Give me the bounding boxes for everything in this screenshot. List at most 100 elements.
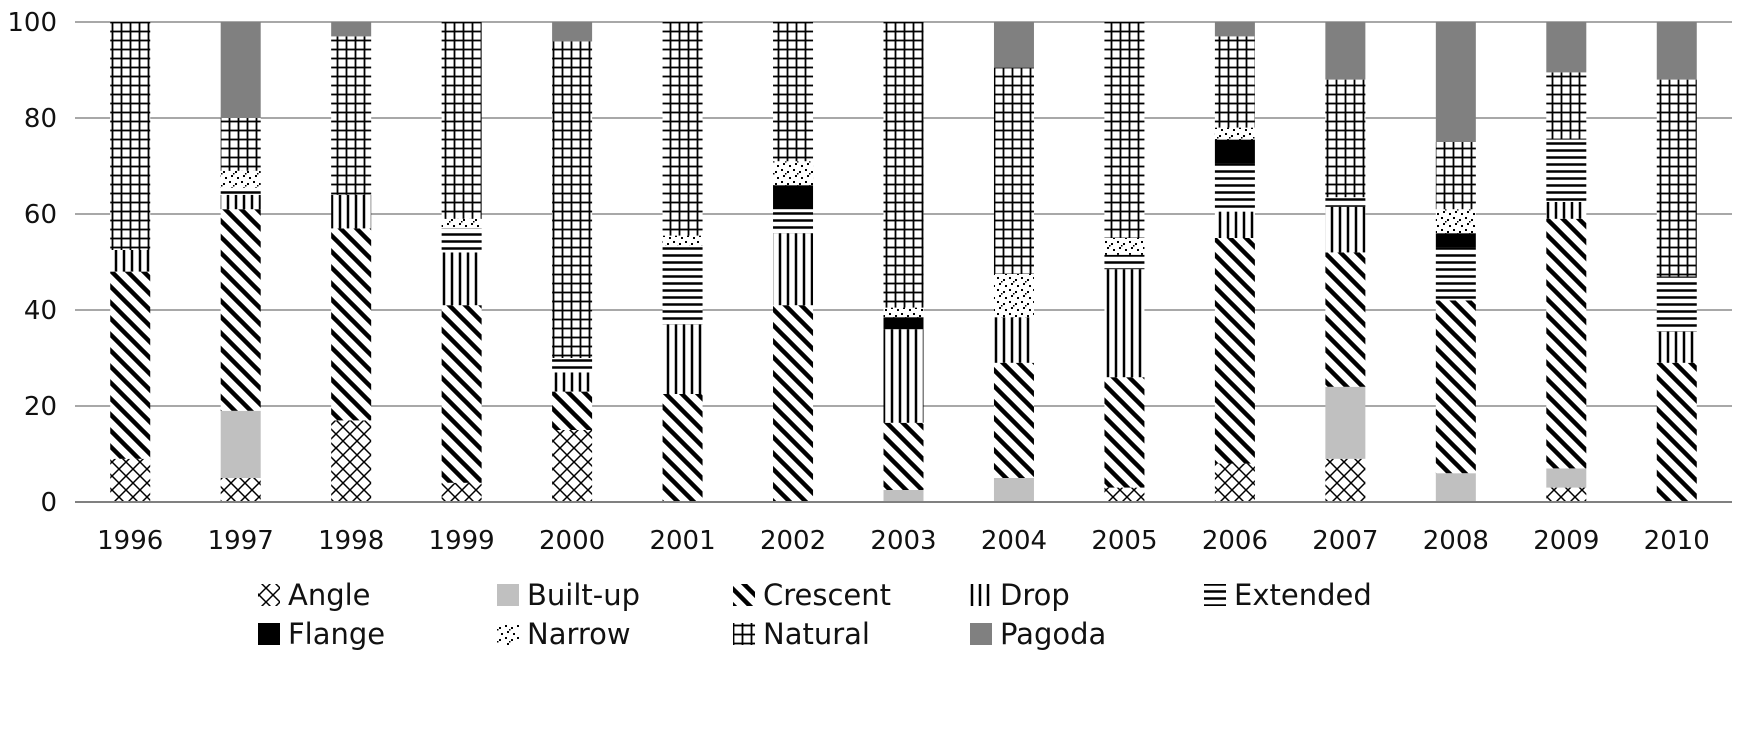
bar-segment-extended-2006	[1214, 163, 1255, 212]
bar-segment-natural-2003	[883, 22, 924, 308]
bar-segment-crescent-2002	[773, 305, 814, 502]
bar-segment-angle-2000	[552, 430, 593, 502]
bar-segment-extended-2010	[1656, 276, 1697, 332]
legend-swatch-built-up	[497, 584, 519, 606]
x-tick-label: 1996	[97, 526, 163, 556]
x-tick-label: 1999	[429, 526, 495, 556]
legend-swatch-crescent	[733, 584, 755, 606]
bar-segment-built-up-2009	[1546, 468, 1587, 488]
bar-stack-2004	[993, 22, 1034, 502]
bar-segment-natural-2000	[552, 41, 593, 358]
legend-label: Drop	[1000, 578, 1070, 612]
bar-segment-angle-2007	[1325, 458, 1366, 502]
x-tick-label: 2009	[1533, 526, 1599, 556]
bar-segment-natural-2002	[773, 22, 814, 162]
bar-segment-natural-2005	[1104, 22, 1145, 238]
legend-label: Pagoda	[1000, 617, 1106, 651]
bar-segment-drop-2006	[1214, 211, 1255, 238]
bar-segment-natural-2001	[662, 22, 703, 236]
bar-segment-angle-1998	[331, 420, 372, 502]
bar-segment-built-up-2003	[883, 490, 924, 502]
bar-segment-angle-2009	[1546, 487, 1587, 502]
bar-segment-pagoda-1998	[331, 22, 372, 37]
bar-segment-extended-2009	[1546, 139, 1587, 202]
bar-segment-narrow-1999	[441, 218, 482, 229]
legend-swatch-natural	[733, 623, 755, 645]
bar-stack-1997	[220, 22, 261, 502]
x-tick-label: 2006	[1202, 526, 1268, 556]
bar-segment-angle-2006	[1214, 463, 1255, 502]
bar-segment-crescent-2001	[662, 394, 703, 502]
bar-stack-2001	[662, 22, 703, 502]
legend-label: Narrow	[527, 617, 631, 651]
legend-swatch-extended	[1204, 584, 1226, 606]
bar-segment-crescent-1998	[331, 228, 372, 421]
x-tick-label: 2001	[649, 526, 715, 556]
bar-segment-angle-1997	[220, 478, 261, 502]
bar-segment-natural-2009	[1546, 72, 1587, 140]
bar-segment-built-up-2004	[993, 478, 1034, 502]
bar-segment-angle-1999	[441, 482, 482, 502]
bar-segment-flange-2006	[1214, 139, 1255, 164]
legend-item-flange: Flange	[258, 617, 385, 651]
bar-segment-built-up-2007	[1325, 386, 1366, 459]
bar-segment-narrow-2006	[1214, 127, 1255, 140]
bars	[110, 22, 1697, 502]
bar-segment-narrow-2005	[1104, 238, 1145, 255]
bar-segment-drop-2007	[1325, 206, 1366, 253]
legend-label: Crescent	[763, 578, 891, 612]
bar-segment-natural-2010	[1656, 79, 1697, 277]
bar-segment-crescent-1997	[220, 209, 261, 411]
legend-swatch-flange	[258, 623, 280, 645]
bar-segment-crescent-2007	[1325, 252, 1366, 387]
legend-item-angle: Angle	[258, 578, 371, 612]
bar-segment-angle-1996	[110, 458, 151, 502]
y-tick-label: 80	[24, 104, 57, 134]
bar-segment-crescent-1999	[441, 305, 482, 483]
legend-swatch-narrow	[497, 623, 519, 645]
bar-segment-natural-2008	[1435, 142, 1476, 210]
bar-segment-natural-1999	[441, 22, 482, 219]
bar-segment-extended-2007	[1325, 197, 1366, 207]
legend-label: Flange	[288, 617, 385, 651]
legend-item-drop: Drop	[970, 578, 1070, 612]
legend-swatch-drop	[970, 584, 992, 606]
legend-label: Natural	[763, 617, 870, 651]
x-tick-label: 1997	[208, 526, 274, 556]
legend-item-crescent: Crescent	[733, 578, 891, 612]
bar-segment-pagoda-2009	[1546, 22, 1587, 73]
bar-stack-2010	[1656, 22, 1697, 502]
bar-segment-crescent-1996	[110, 271, 151, 459]
legend: Angle Built-up Crescent Drop Extended Flange N…	[258, 578, 1372, 651]
bar-stack-2003	[883, 22, 924, 502]
bar-stack-2009	[1546, 22, 1587, 502]
bar-stack-1996	[110, 22, 151, 502]
x-tick-label: 1998	[318, 526, 384, 556]
bar-stack-2000	[552, 22, 593, 502]
bar-segment-drop-2010	[1656, 331, 1697, 363]
bar-segment-pagoda-1997	[220, 22, 261, 118]
bar-segment-built-up-2008	[1435, 473, 1476, 502]
bar-segment-extended-2000	[552, 358, 593, 373]
bar-stack-1999	[441, 22, 482, 502]
bar-segment-pagoda-2000	[552, 22, 593, 42]
bar-stack-2005	[1104, 22, 1145, 502]
bar-segment-extended-2001	[662, 245, 703, 325]
legend-item-narrow: Narrow	[497, 617, 631, 651]
bar-segment-flange-2003	[883, 317, 924, 330]
bar-segment-narrow-2002	[773, 161, 814, 186]
bar-segment-drop-2005	[1104, 269, 1145, 378]
axes: 0 20 40 60 80 100 1996 1997 1998 1999 2000 2001 2002…	[7, 8, 1732, 556]
bar-segment-extended-1999	[441, 228, 482, 253]
bar-segment-crescent-2008	[1435, 300, 1476, 474]
x-tick-label: 2008	[1423, 526, 1489, 556]
x-tick-label: 2002	[760, 526, 826, 556]
legend-item-extended: Extended	[1204, 578, 1372, 612]
x-tick-label: 2007	[1312, 526, 1378, 556]
legend-item-natural: Natural	[733, 617, 870, 651]
bar-segment-pagoda-2010	[1656, 22, 1697, 80]
legend-label: Built-up	[527, 578, 640, 612]
bar-segment-drop-2003	[883, 329, 924, 423]
bar-stack-2007	[1325, 22, 1366, 502]
bar-segment-extended-1997	[220, 187, 261, 195]
